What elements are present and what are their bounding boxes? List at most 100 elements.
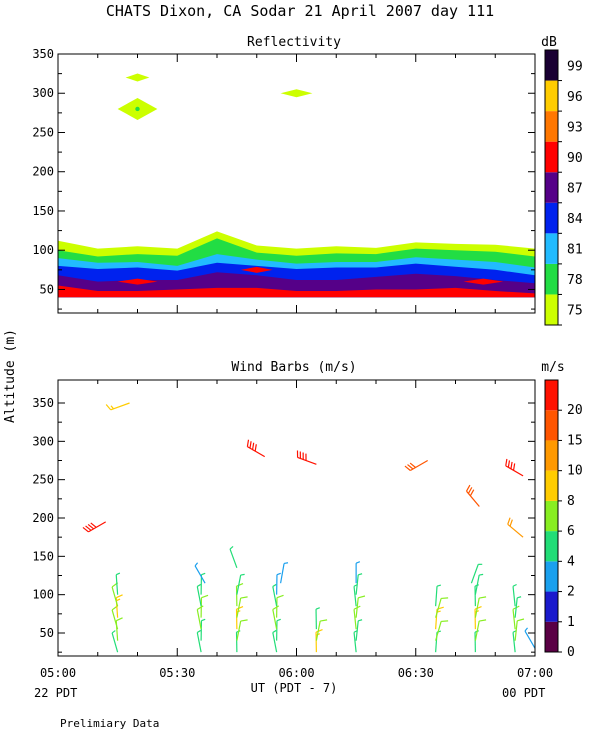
wind-barb-flag xyxy=(315,629,323,633)
wind-barb xyxy=(470,563,483,584)
reflectivity-colorbar-tick-label: 93 xyxy=(567,120,583,135)
wind-barb-flag xyxy=(201,594,209,599)
wind-colorbar-segment xyxy=(545,440,558,471)
reflectivity-colorbar-segment xyxy=(545,263,558,295)
wind-barb-half-flag xyxy=(517,596,522,599)
reflectivity-colorbar-segment xyxy=(545,80,558,112)
wind-barb-half-flag xyxy=(276,618,281,622)
wind-barb xyxy=(200,618,206,641)
wind-barb-shaft xyxy=(272,609,278,630)
wind-barb-shaft xyxy=(512,632,516,653)
wind-barb-flag xyxy=(517,618,525,622)
wind-colorbar-segment xyxy=(545,591,558,622)
reflectivity-band-90 xyxy=(58,285,535,298)
wind-barb xyxy=(196,605,204,630)
wind-barb-flag xyxy=(507,517,511,525)
wind-barbs-title: Wind Barbs (m/s) xyxy=(231,360,356,375)
wind-barb-flag xyxy=(479,596,487,599)
wind-barb-flag xyxy=(441,620,449,623)
wind-barb-flag xyxy=(276,594,284,599)
wind-plot-frame xyxy=(57,379,536,657)
wind-barb-flag xyxy=(407,464,414,470)
reflectivity-colorbar-tick-label: 90 xyxy=(567,151,583,166)
wind-barb-flag xyxy=(254,444,257,452)
wind-barb-half-flag xyxy=(196,629,202,634)
reflectivity-peak-3 xyxy=(463,278,504,285)
wind-barb-flag xyxy=(505,458,508,466)
reflectivity-colorbar-tick-label: 78 xyxy=(567,273,583,288)
wind-barb-flag xyxy=(90,522,97,528)
wind-barb-flag xyxy=(249,441,252,449)
wind-barb-flag xyxy=(479,619,487,622)
wind-barb xyxy=(236,596,248,618)
wind-barb xyxy=(315,629,323,653)
wind-colorbar-segment xyxy=(545,380,558,411)
wind-barb xyxy=(435,584,442,607)
wind-barb-shaft xyxy=(524,630,536,649)
wind-barb-flag xyxy=(236,583,244,587)
wind-barb xyxy=(200,594,209,618)
reflectivity-colorbar-segment xyxy=(545,202,558,234)
wind-barb-half-flag xyxy=(229,545,234,550)
wind-barb-shaft xyxy=(236,620,242,641)
wind-colorbar-tick-label: 0 xyxy=(567,645,575,660)
wind-colorbar-segment xyxy=(545,561,558,592)
wind-barb-flag xyxy=(240,619,248,622)
wind-barb-shaft xyxy=(196,586,202,607)
wind-barb-half-flag xyxy=(283,562,289,565)
wind-barb xyxy=(512,583,517,607)
wind-barb-flag xyxy=(115,594,123,599)
wind-barb-shaft xyxy=(353,632,357,653)
wind-barb xyxy=(229,545,238,569)
reflectivity-y-tick-label: 200 xyxy=(32,165,54,179)
wind-barb-flag xyxy=(87,523,94,530)
figure-title: CHATS Dixon, CA Sodar 21 April 2007 day … xyxy=(106,2,494,20)
wind-barb-shaft xyxy=(115,574,119,595)
wind-barb-shaft xyxy=(272,586,278,607)
wind-barb-half-flag xyxy=(272,629,277,634)
wind-barb xyxy=(111,630,119,653)
reflectivity-colorbar-tick-label: 99 xyxy=(567,59,583,74)
wind-y-tick-label: 50 xyxy=(40,626,54,640)
wind-barb-flag xyxy=(85,525,92,531)
wind-y-tick-label: 350 xyxy=(32,396,54,410)
wind-barbs-panel: Wind Barbs (m/s) 5010015020025030035005:… xyxy=(32,360,582,680)
wind-colorbar-label: m/s xyxy=(541,360,564,375)
wind-colorbar-segment xyxy=(545,500,558,532)
wind-colorbar-tick-label: 6 xyxy=(567,524,575,539)
wind-barb-shaft xyxy=(297,456,317,465)
wind-barb-shaft xyxy=(315,620,321,641)
wind-barb xyxy=(355,619,363,641)
wind-barb-flag xyxy=(105,404,112,411)
wind-barb-flag xyxy=(441,597,449,600)
wind-y-tick-label: 300 xyxy=(32,434,54,448)
wind-barb-shaft xyxy=(512,609,516,630)
wind-barb-flag xyxy=(236,606,244,610)
reflectivity-colorbar-tick-label: 87 xyxy=(567,182,583,197)
wind-barb-shaft xyxy=(247,446,266,458)
wind-barb-flag xyxy=(474,606,482,610)
start-local-time-label: 22 PDT xyxy=(34,686,77,700)
wind-barb-shaft xyxy=(470,564,479,584)
wind-barb-flag xyxy=(409,462,416,468)
wind-barb-flag xyxy=(512,463,516,471)
wind-barb-flag xyxy=(82,526,89,533)
wind-barb-shaft xyxy=(229,548,238,569)
reflectivity-peak-1 xyxy=(117,278,158,285)
wind-barb xyxy=(474,573,484,595)
wind-barb xyxy=(435,620,449,641)
wind-barb-half-flag xyxy=(194,562,199,567)
wind-barb-shaft xyxy=(435,621,442,641)
reflectivity-y-tick-label: 250 xyxy=(32,125,54,139)
wind-barb-shaft xyxy=(514,597,518,618)
wind-colorbar-tick-label: 1 xyxy=(567,615,575,630)
wind-barb-half-flag xyxy=(524,627,528,632)
reflectivity-colorbar-tick-label: 84 xyxy=(567,212,583,227)
wind-colorbar-segment xyxy=(545,410,558,441)
wind-barb xyxy=(505,458,524,477)
wind-barb-shaft xyxy=(196,632,202,653)
wind-colorbar-tick-label: 8 xyxy=(567,494,575,509)
wind-barb-flag xyxy=(196,605,204,611)
wind-barb-shaft xyxy=(236,597,242,618)
